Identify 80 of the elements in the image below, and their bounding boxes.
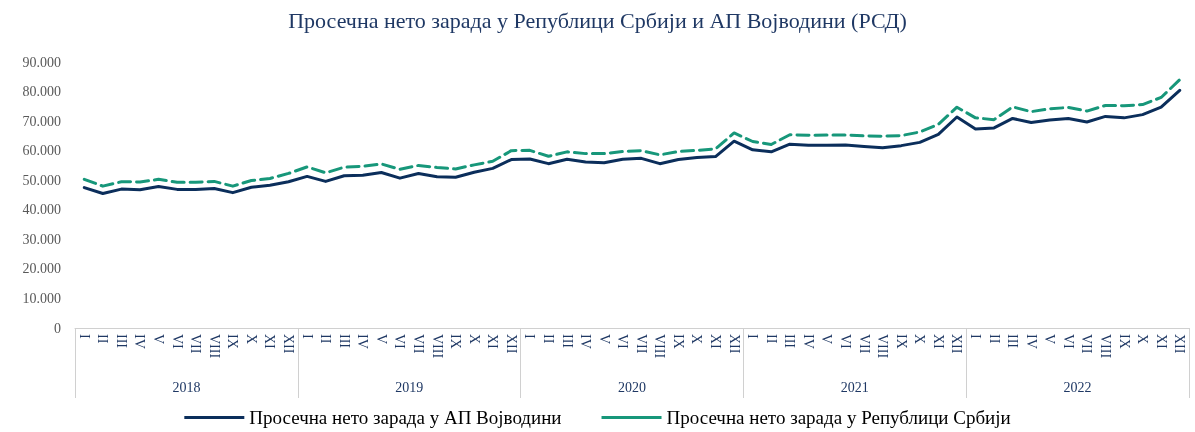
chart-title: Просечна нето зарада у Републици Србији и АП Војводини (РСД) bbox=[288, 7, 907, 33]
x-tick-label: XII bbox=[726, 334, 742, 354]
legend-label: Просечна нето зарада у Републици Србији bbox=[666, 407, 1011, 428]
text: 2019 bbox=[395, 379, 424, 395]
x-tick-label: X bbox=[912, 334, 928, 345]
y-tick-label: 60.000 bbox=[22, 143, 61, 159]
x-tick-label: III bbox=[1005, 334, 1021, 349]
x-tick-label: VI bbox=[1060, 334, 1076, 350]
x-tick-label: V bbox=[1042, 334, 1058, 345]
x-tick-label: VII bbox=[1079, 334, 1095, 354]
x-tick-label: VII bbox=[633, 334, 649, 354]
x-tick-label: XI bbox=[262, 334, 278, 350]
x-tick-label: IX bbox=[448, 334, 464, 349]
x-tick-label: VIII bbox=[652, 334, 668, 359]
x-tick-label: I bbox=[299, 334, 315, 339]
y-tick-label: 90.000 bbox=[22, 54, 61, 70]
x-tick-label: XII bbox=[281, 334, 297, 354]
x-tick-label: I bbox=[745, 334, 761, 339]
x-tick-label: VI bbox=[169, 334, 185, 350]
y-tick-label: 80.000 bbox=[22, 84, 61, 100]
x-tick-label: VIII bbox=[429, 334, 445, 359]
x-tick-label: V bbox=[373, 334, 389, 345]
x-tick-label: IX bbox=[893, 334, 909, 349]
y-tick-label: 10.000 bbox=[22, 290, 61, 306]
x-tick-label: IV bbox=[132, 334, 148, 349]
x-tick-label: IV bbox=[800, 334, 816, 349]
x-tick-label: VI bbox=[392, 334, 408, 350]
x-tick-label: XII bbox=[503, 334, 519, 354]
x-tick-label: I bbox=[967, 334, 983, 339]
x-tick-label: II bbox=[763, 334, 779, 344]
y-tick-label: 20.000 bbox=[22, 261, 61, 277]
x-tick-label: III bbox=[113, 334, 129, 349]
x-tick-label: I bbox=[76, 334, 92, 339]
x-tick-label: V bbox=[151, 334, 167, 345]
x-tick-label: XI bbox=[708, 334, 724, 350]
x-tick-label: X bbox=[689, 334, 705, 345]
x-tick-label: VIII bbox=[875, 334, 891, 359]
x-tick-label: X bbox=[1135, 334, 1151, 345]
x-tick-label: VIII bbox=[1097, 334, 1113, 359]
x-tick-label: IV bbox=[578, 334, 594, 349]
x-tick-label: VII bbox=[410, 334, 426, 354]
x-tick-label: II bbox=[986, 334, 1002, 344]
line-series bbox=[82, 88, 1182, 196]
x-tick-label: VIII bbox=[206, 334, 222, 359]
y-tick-label: 50.000 bbox=[22, 172, 61, 188]
x-tick-label: IV bbox=[355, 334, 371, 349]
x-tick-label: IX bbox=[1116, 334, 1132, 349]
y-tick-label: 40.000 bbox=[22, 202, 61, 218]
line-series bbox=[82, 78, 1182, 188]
text: 2020 bbox=[618, 379, 646, 395]
x-tick-label: XII bbox=[1172, 334, 1188, 354]
x-tick-label: III bbox=[336, 334, 352, 349]
x-tick-label: IX bbox=[670, 334, 686, 349]
x-tick-label: X bbox=[243, 334, 259, 345]
x-tick-label: II bbox=[95, 334, 111, 344]
x-tick-label: III bbox=[559, 334, 575, 349]
x-tick-label: XI bbox=[1153, 334, 1169, 350]
x-tick-label: II bbox=[540, 334, 556, 344]
x-tick-label: IV bbox=[1023, 334, 1039, 349]
x-tick-label: VII bbox=[188, 334, 204, 354]
x-tick-label: I bbox=[522, 334, 538, 339]
y-tick-label: 30.000 bbox=[22, 231, 61, 247]
x-tick-label: XI bbox=[930, 334, 946, 350]
text: 2018 bbox=[172, 379, 201, 395]
y-tick-label: 70.000 bbox=[22, 113, 61, 129]
x-tick-label: XII bbox=[949, 334, 965, 354]
x-tick-label: V bbox=[596, 334, 612, 345]
x-tick-label: III bbox=[782, 334, 798, 349]
x-tick-label: VI bbox=[615, 334, 631, 350]
x-tick-label: VII bbox=[856, 334, 872, 354]
x-tick-label: XI bbox=[485, 334, 501, 350]
legend-label: Просечна нето зарада у АП Војводини bbox=[249, 407, 562, 428]
x-tick-label: V bbox=[819, 334, 835, 345]
text: 2022 bbox=[1063, 379, 1092, 395]
x-tick-label: II bbox=[318, 334, 334, 344]
text: 2021 bbox=[840, 379, 869, 395]
x-tick-label: IX bbox=[225, 334, 241, 349]
x-tick-label: X bbox=[466, 334, 482, 345]
y-tick-label: 0 bbox=[54, 320, 61, 336]
x-tick-label: VI bbox=[838, 334, 854, 350]
